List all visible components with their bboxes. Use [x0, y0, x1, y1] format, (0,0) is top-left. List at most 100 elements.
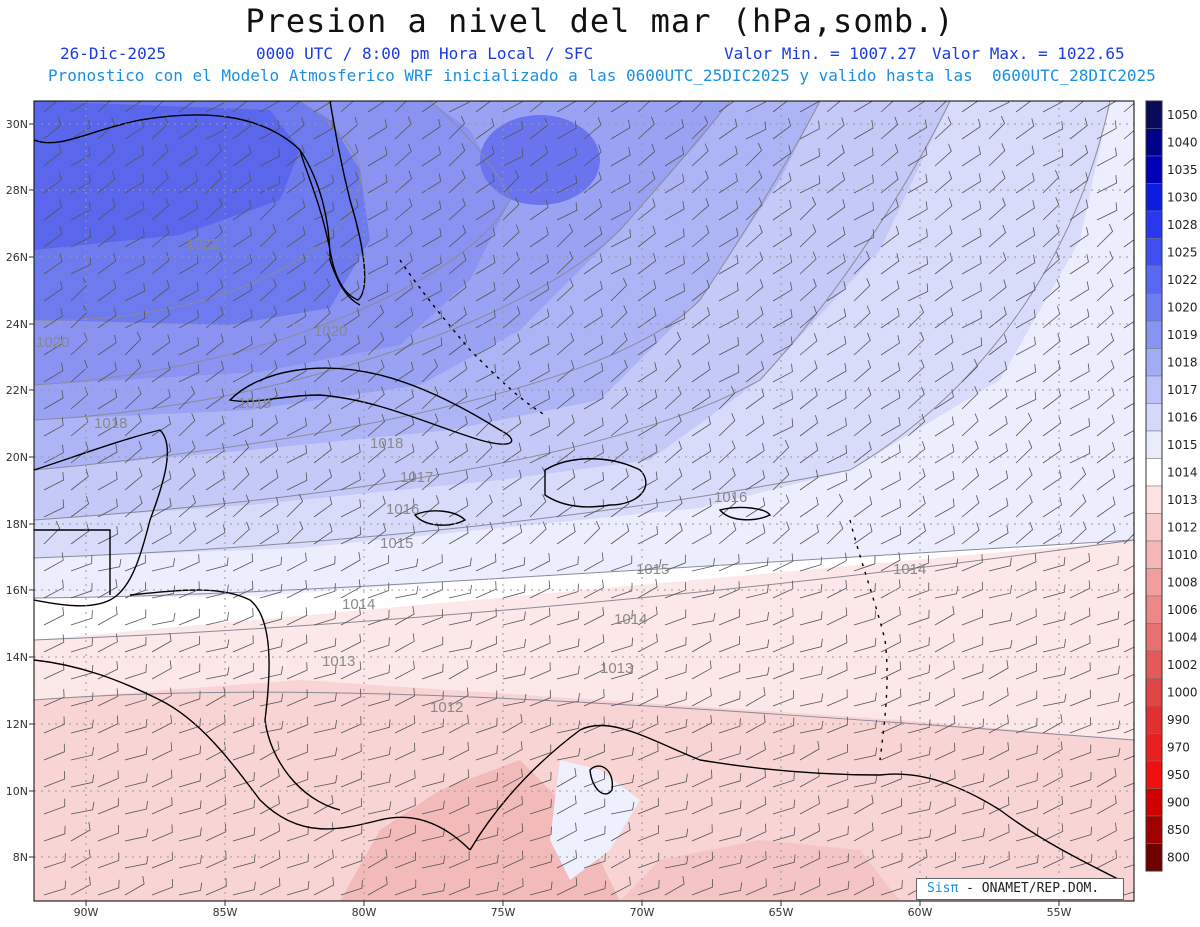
- wind-barb: [448, 279, 467, 302]
- wind-barb: [1042, 360, 1061, 383]
- wind-barb: [826, 634, 848, 653]
- wind-barb: [745, 197, 763, 221]
- wind-barb: [124, 331, 142, 356]
- wind-barb: [853, 332, 871, 356]
- wind-barb: [772, 281, 793, 302]
- wind-barb: [826, 417, 847, 437]
- wind-barb: [367, 256, 389, 275]
- wind-barb: [178, 101, 195, 113]
- wind-barb: [961, 609, 983, 626]
- wind-barb: [988, 714, 1009, 734]
- wind-barb: [43, 798, 66, 815]
- lat-tick-label: 10N: [6, 785, 28, 798]
- wind-barb: [448, 333, 468, 356]
- wind-barb: [1096, 693, 1120, 707]
- wind-barb: [529, 662, 551, 680]
- colorbar-swatch: [1145, 623, 1163, 652]
- wind-barb: [259, 333, 278, 356]
- wind-barb: [1123, 809, 1134, 815]
- wind-barb: [556, 175, 578, 194]
- wind-barb: [1042, 741, 1063, 761]
- wind-barb: [826, 493, 844, 518]
- wind-barb: [880, 417, 901, 437]
- wind-barb: [124, 228, 145, 248]
- wind-barb: [664, 609, 687, 626]
- wind-barb: [583, 579, 604, 599]
- wind-barb: [664, 664, 687, 680]
- colorbar-label: 1020: [1167, 300, 1198, 314]
- wind-barb: [232, 690, 254, 707]
- wind-barb: [313, 202, 335, 221]
- wind-barb: [259, 638, 283, 653]
- wind-barb: [1042, 796, 1064, 815]
- wind-barb: [1015, 663, 1037, 680]
- wind-barb: [664, 310, 686, 329]
- wind-barb: [259, 414, 279, 437]
- wind-barb: [637, 280, 657, 302]
- wind-barb: [232, 336, 253, 356]
- wind-barb: [961, 554, 983, 572]
- wind-barb: [853, 496, 873, 518]
- contour-label: 1016: [386, 501, 419, 518]
- wind-barb: [232, 227, 252, 248]
- wind-barb: [961, 828, 985, 842]
- wind-barb: [799, 768, 820, 788]
- wind-barb: [232, 854, 256, 869]
- wind-barb: [178, 608, 200, 626]
- wind-barb: [97, 101, 111, 113]
- wind-barb: [475, 412, 493, 437]
- wind-barb: [772, 467, 790, 491]
- wind-barb: [799, 877, 821, 896]
- wind-barb: [475, 745, 498, 761]
- wind-barb: [340, 852, 363, 869]
- wind-barb: [475, 882, 499, 896]
- wind-barb: [1123, 592, 1134, 599]
- wind-barb: [1069, 662, 1091, 680]
- wind-barb: [772, 494, 790, 518]
- lon-tick-label: 60W: [908, 906, 933, 919]
- wind-barb: [583, 607, 605, 626]
- wind-barb: [961, 522, 980, 545]
- wind-barb: [988, 443, 1008, 464]
- wind-barb: [421, 828, 445, 842]
- wind-barb: [637, 198, 656, 221]
- wind-barb: [610, 555, 633, 572]
- wind-barb: [1069, 771, 1092, 788]
- wind-barb: [745, 497, 766, 518]
- wind-barb: [367, 201, 388, 221]
- wind-barb: [826, 798, 849, 815]
- wind-barb: [799, 442, 819, 464]
- wind-barb: [1069, 445, 1091, 464]
- wind-barb: [934, 558, 959, 572]
- wind-barb: [340, 444, 361, 464]
- wind-barb: [745, 851, 767, 869]
- wind-barb: [232, 117, 252, 140]
- wind-barb: [799, 196, 817, 221]
- wind-barb: [43, 520, 61, 545]
- wind-barb: [745, 639, 770, 653]
- wind-barb: [853, 849, 874, 869]
- wind-barb: [259, 196, 277, 221]
- colorbar-label: 1006: [1167, 603, 1198, 617]
- wind-barb: [43, 280, 63, 302]
- wind-barb: [637, 633, 658, 653]
- wind-barb: [934, 797, 956, 815]
- wind-barb: [934, 389, 954, 410]
- wind-barb: [448, 101, 470, 113]
- wind-barb: [421, 636, 444, 653]
- wind-barb: [70, 747, 94, 761]
- wind-barb: [1015, 467, 1033, 491]
- wind-barb: [637, 743, 659, 761]
- colorbar-label: 1002: [1167, 658, 1198, 672]
- wind-barb: [907, 256, 929, 275]
- colorbar-swatch: [1145, 128, 1163, 157]
- model-info: Pronostico con el Modelo Atmosferico WRF…: [48, 66, 1156, 85]
- wind-barb: [340, 116, 359, 140]
- wind-barb: [1123, 864, 1134, 869]
- wind-barb: [691, 388, 711, 410]
- wind-barb: [556, 251, 574, 275]
- wind-barb: [43, 472, 65, 491]
- wind-barb: [124, 119, 144, 140]
- wind-barb: [205, 823, 227, 842]
- wind-barb: [934, 660, 955, 680]
